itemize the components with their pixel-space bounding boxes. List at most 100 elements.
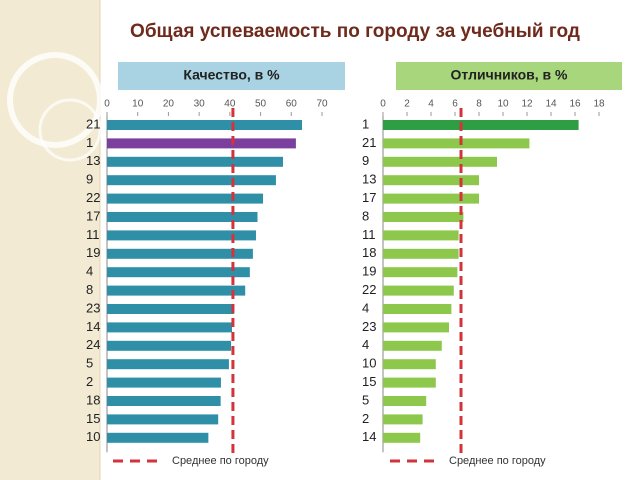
bar (107, 267, 250, 278)
bar (107, 432, 209, 443)
slide-title: Общая успеваемость по городу за учебный … (130, 21, 580, 42)
category-label: 4 (362, 300, 369, 315)
legend-label: Среднее по городу (449, 455, 546, 467)
bar (107, 212, 258, 222)
bar (383, 432, 421, 443)
x-tick-label: 6 (452, 99, 458, 110)
bar (107, 377, 221, 388)
x-tick-label: 4 (428, 99, 434, 110)
category-label: 5 (86, 356, 93, 371)
x-tick-label: 20 (163, 99, 175, 110)
x-tick-label: 14 (545, 99, 557, 110)
bar (383, 285, 454, 296)
bar (383, 212, 464, 222)
x-tick-label: 40 (224, 99, 236, 110)
bar (107, 340, 232, 351)
x-tick-label: 10 (497, 99, 509, 110)
category-label: 1 (86, 135, 93, 150)
bar (107, 359, 229, 370)
bar (383, 138, 530, 149)
category-label: 4 (86, 264, 93, 279)
category-label: 14 (362, 429, 376, 444)
category-label: 15 (86, 411, 100, 426)
deco-circle (7, 52, 103, 148)
category-label: 11 (86, 227, 100, 242)
category-label: 17 (362, 190, 376, 205)
category-label: 10 (86, 429, 100, 444)
bar (383, 304, 452, 314)
bar (383, 156, 497, 167)
category-label: 2 (362, 411, 369, 426)
category-label: 9 (86, 172, 93, 187)
bar (107, 193, 264, 204)
category-label: 21 (362, 135, 376, 150)
bar (107, 120, 303, 130)
bar (383, 414, 423, 425)
category-label: 17 (86, 208, 100, 223)
bar (383, 120, 579, 130)
x-tick-label: 0 (380, 99, 386, 110)
side-band (0, 0, 100, 480)
bar (107, 322, 233, 333)
category-label: 19 (86, 245, 100, 260)
bar (383, 377, 436, 388)
category-label: 23 (362, 319, 376, 334)
bar (107, 304, 235, 314)
bar (107, 138, 296, 149)
chart-title: Качество, в % (183, 67, 280, 83)
legend-label: Среднее по городу (172, 455, 269, 467)
header-box (396, 62, 622, 90)
category-label: 24 (86, 337, 100, 352)
category-label: 9 (362, 153, 369, 168)
bar (383, 267, 458, 278)
category-label: 8 (362, 208, 369, 223)
x-tick-label: 12 (521, 99, 533, 110)
chart-title: Отличников, в % (451, 67, 569, 83)
category-label: 23 (86, 300, 100, 315)
bar (383, 340, 442, 351)
category-label: 18 (86, 392, 100, 407)
category-label: 10 (362, 356, 376, 371)
category-label: 4 (362, 337, 369, 352)
x-tick-label: 0 (104, 99, 110, 110)
category-label: 22 (86, 190, 100, 205)
bar (107, 285, 246, 296)
bar (383, 193, 479, 204)
x-tick-label: 60 (286, 99, 298, 110)
category-label: 18 (362, 245, 376, 260)
bar (107, 156, 283, 167)
category-label: 21 (86, 116, 100, 131)
bar (107, 230, 256, 241)
category-label: 5 (362, 392, 369, 407)
bar (383, 396, 427, 406)
category-label: 11 (362, 227, 376, 242)
bar (107, 396, 221, 406)
category-label: 1 (362, 116, 369, 131)
deco-circle (38, 98, 102, 162)
category-label: 8 (86, 282, 93, 297)
bar (383, 175, 479, 186)
bar (383, 322, 449, 333)
bar (107, 248, 253, 259)
x-tick-label: 16 (569, 99, 581, 110)
category-label: 13 (86, 153, 100, 168)
bar (383, 248, 459, 259)
x-tick-label: 10 (132, 99, 144, 110)
x-tick-label: 18 (593, 99, 605, 110)
category-label: 19 (362, 264, 376, 279)
x-tick-label: 8 (476, 99, 482, 110)
category-label: 14 (86, 319, 100, 334)
bar (383, 230, 459, 241)
bar (383, 359, 436, 370)
header-box (118, 62, 345, 90)
x-tick-label: 50 (255, 99, 267, 110)
category-label: 2 (86, 374, 93, 389)
x-tick-label: 30 (194, 99, 206, 110)
x-tick-label: 70 (316, 99, 328, 110)
category-label: 15 (362, 374, 376, 389)
category-label: 13 (362, 172, 376, 187)
x-tick-label: 2 (404, 99, 410, 110)
bar (107, 175, 276, 186)
bar (107, 414, 219, 425)
